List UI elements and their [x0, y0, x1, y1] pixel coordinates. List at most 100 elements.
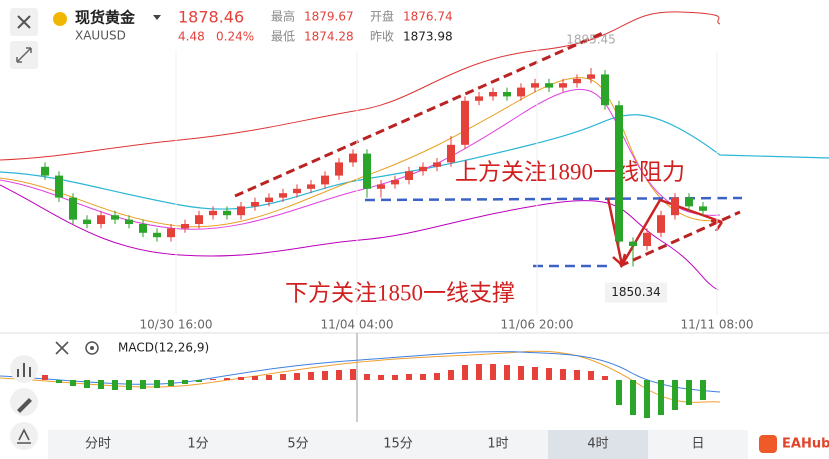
dropdown[interactable] — [153, 15, 161, 20]
stat-label: 最高 — [271, 9, 295, 24]
candle-body — [615, 105, 623, 242]
lower-band — [0, 184, 719, 291]
candle-body — [223, 210, 231, 216]
candle-body — [69, 197, 77, 220]
macd-bar — [462, 365, 468, 380]
macd-bar — [224, 378, 230, 380]
macd-bar — [70, 380, 76, 386]
macd-bar — [504, 365, 510, 380]
macd-bar — [308, 372, 314, 380]
tab[interactable]: 日 — [691, 437, 704, 452]
close-icon[interactable] — [10, 8, 38, 36]
macd-bar — [406, 374, 412, 380]
candle-body — [111, 215, 119, 220]
x-tick-label: 11/06 20:00 — [501, 318, 574, 332]
macd-bar — [210, 379, 216, 380]
candle-body — [125, 219, 133, 224]
brand: EAHub — [782, 437, 829, 452]
candle-body — [573, 78, 581, 84]
candle-body — [307, 184, 315, 189]
stat-value: 1873.98 — [403, 30, 453, 44]
tab[interactable]: 4时 — [587, 437, 608, 452]
candle-body — [321, 175, 329, 185]
macd-bar — [476, 364, 482, 380]
candle-body — [293, 188, 301, 194]
candle-body — [237, 206, 245, 216]
change: 4.48 — [178, 30, 205, 44]
candle-body — [643, 232, 651, 246]
arrow-head — [612, 219, 724, 266]
min-label-box — [605, 282, 667, 303]
max-label: 1895.45 — [566, 33, 616, 47]
candle-body — [475, 96, 483, 101]
settings-icon[interactable] — [85, 341, 99, 355]
macd-bar — [266, 375, 272, 380]
macd-bar — [672, 380, 678, 410]
candle-body — [363, 153, 371, 189]
stat-value: 1879.67 — [304, 10, 354, 24]
stat-label: 昨收 — [370, 30, 394, 44]
tool-icon[interactable] — [10, 355, 38, 383]
candle-body — [195, 215, 203, 224]
middle-band — [0, 114, 829, 210]
measure-icon[interactable] — [10, 422, 38, 450]
candle-body — [139, 224, 147, 233]
macd-bar — [644, 380, 650, 418]
macd-bar — [392, 375, 398, 380]
trend-line — [234, 30, 606, 198]
stat-value: 1874.28 — [304, 30, 354, 44]
tab[interactable]: 1时 — [487, 437, 508, 452]
candle-body — [167, 228, 175, 238]
tab[interactable]: 5分 — [287, 437, 308, 452]
tab[interactable]: 1分 — [187, 437, 208, 452]
macd-bar — [532, 367, 538, 380]
macd-bar — [154, 380, 160, 388]
candle-body — [41, 166, 49, 176]
tab[interactable]: 15分 — [383, 437, 413, 452]
stat-label: 开盘 — [370, 9, 394, 24]
candle-body — [419, 166, 427, 172]
candle-body — [349, 153, 357, 163]
macd-line — [0, 351, 721, 393]
gold-icon — [53, 12, 67, 26]
macd-bar — [294, 373, 300, 380]
macd-bar — [84, 380, 90, 388]
macd-bar — [56, 380, 62, 383]
hide-icon[interactable] — [55, 341, 69, 355]
stat-value: 1876.74 — [403, 10, 453, 24]
macd-bar — [686, 380, 692, 405]
macd-bar — [574, 370, 580, 380]
indicator-title: MACD(12,26,9) — [118, 341, 209, 355]
tab[interactable]: 分时 — [85, 437, 111, 452]
macd-bar — [280, 374, 286, 380]
macd-bar — [336, 370, 342, 380]
candle-body — [685, 197, 693, 207]
macd-bar — [588, 371, 594, 380]
candle-body — [629, 241, 637, 246]
candle-body — [545, 83, 553, 88]
candle-body — [181, 224, 189, 229]
draw-icon[interactable] — [10, 388, 38, 416]
candle-body — [601, 74, 609, 106]
candle-body — [55, 175, 63, 198]
candle-body — [657, 215, 665, 233]
macd-bar — [126, 380, 132, 390]
trend-line — [619, 210, 741, 268]
candle-body — [153, 232, 161, 238]
candle-body — [335, 162, 343, 176]
macd-bar — [168, 380, 174, 386]
candle-body — [209, 210, 217, 216]
expand-icon[interactable] — [10, 41, 38, 69]
macd-bar — [434, 373, 440, 380]
upper-band — [0, 11, 721, 161]
candle-body — [97, 215, 105, 224]
macd-bar — [252, 376, 258, 380]
macd-bar — [322, 371, 328, 380]
change-pct: 0.24% — [216, 30, 254, 44]
candle-body — [83, 219, 91, 224]
x-tick-label: 11/04 04:00 — [321, 318, 394, 332]
candle-body — [517, 87, 525, 97]
candle-body — [531, 83, 539, 88]
